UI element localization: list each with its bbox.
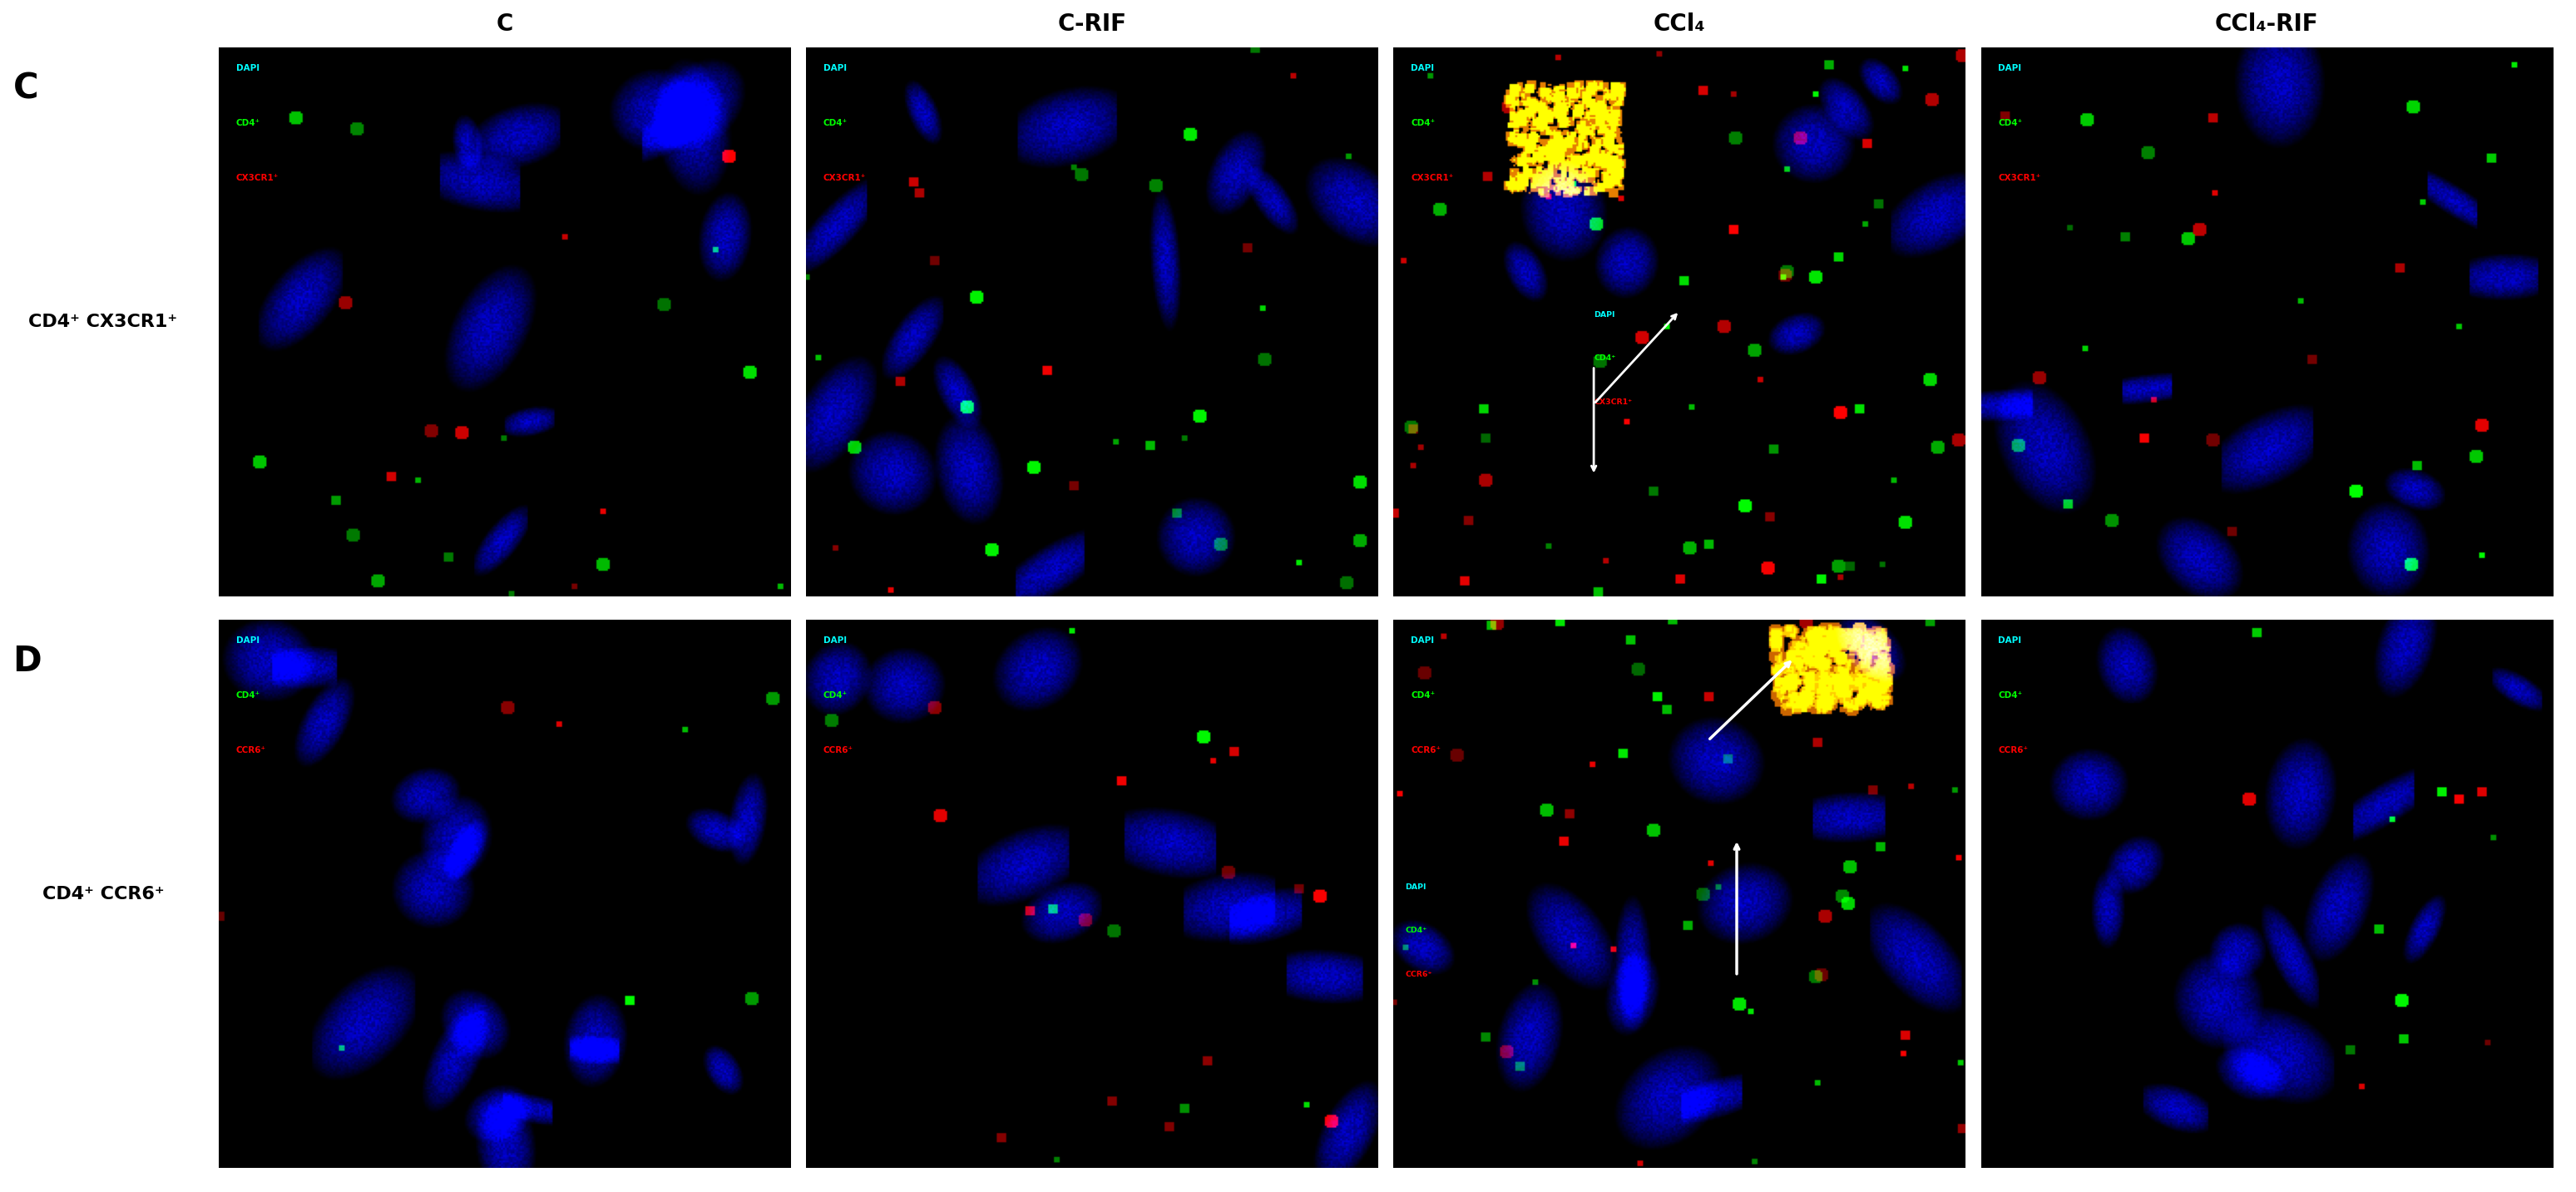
Text: CD4⁺: CD4⁺ [824, 119, 848, 128]
Text: CD4⁺ CCR6⁺: CD4⁺ CCR6⁺ [41, 886, 165, 902]
Text: CD4⁺: CD4⁺ [237, 119, 260, 128]
Text: DAPI: DAPI [1404, 883, 1427, 890]
Text: CCl₄: CCl₄ [1654, 12, 1705, 36]
Text: CCR6⁺: CCR6⁺ [1999, 746, 2027, 755]
Text: DAPI: DAPI [1412, 637, 1435, 645]
Text: DAPI: DAPI [1412, 64, 1435, 73]
Text: DAPI: DAPI [1595, 311, 1615, 318]
Text: CCR6⁺: CCR6⁺ [237, 746, 265, 755]
Text: DAPI: DAPI [237, 637, 260, 645]
Text: DAPI: DAPI [1999, 637, 2022, 645]
Text: CX3CR1⁺: CX3CR1⁺ [824, 174, 866, 182]
Text: CD4⁺: CD4⁺ [1999, 119, 2022, 128]
Text: DAPI: DAPI [1999, 64, 2022, 73]
Text: CCl₄-RIF: CCl₄-RIF [2215, 12, 2318, 36]
Text: CD4⁺: CD4⁺ [824, 691, 848, 700]
Text: CD4⁺: CD4⁺ [1412, 691, 1435, 700]
Text: CX3CR1⁺: CX3CR1⁺ [1412, 174, 1453, 182]
Text: DAPI: DAPI [237, 64, 260, 73]
Text: CX3CR1⁺: CX3CR1⁺ [1999, 174, 2040, 182]
Text: D: D [13, 644, 41, 678]
Text: C-RIF: C-RIF [1059, 12, 1126, 36]
Text: CX3CR1⁺: CX3CR1⁺ [237, 174, 278, 182]
Text: CD4⁺: CD4⁺ [1404, 927, 1427, 935]
Text: CCR6⁺: CCR6⁺ [824, 746, 853, 755]
Text: C: C [497, 12, 513, 36]
Text: DAPI: DAPI [824, 637, 848, 645]
Text: CD4⁺ CX3CR1⁺: CD4⁺ CX3CR1⁺ [28, 313, 178, 330]
Text: CX3CR1⁺: CX3CR1⁺ [1595, 398, 1633, 406]
Text: CD4⁺: CD4⁺ [1999, 691, 2022, 700]
Text: CCR6⁺: CCR6⁺ [1412, 746, 1440, 755]
Text: CCR6⁺: CCR6⁺ [1404, 970, 1432, 979]
Text: CD4⁺: CD4⁺ [237, 691, 260, 700]
Text: DAPI: DAPI [824, 64, 848, 73]
Text: CD4⁺: CD4⁺ [1595, 355, 1615, 362]
Text: C: C [13, 72, 39, 106]
Text: CD4⁺: CD4⁺ [1412, 119, 1435, 128]
